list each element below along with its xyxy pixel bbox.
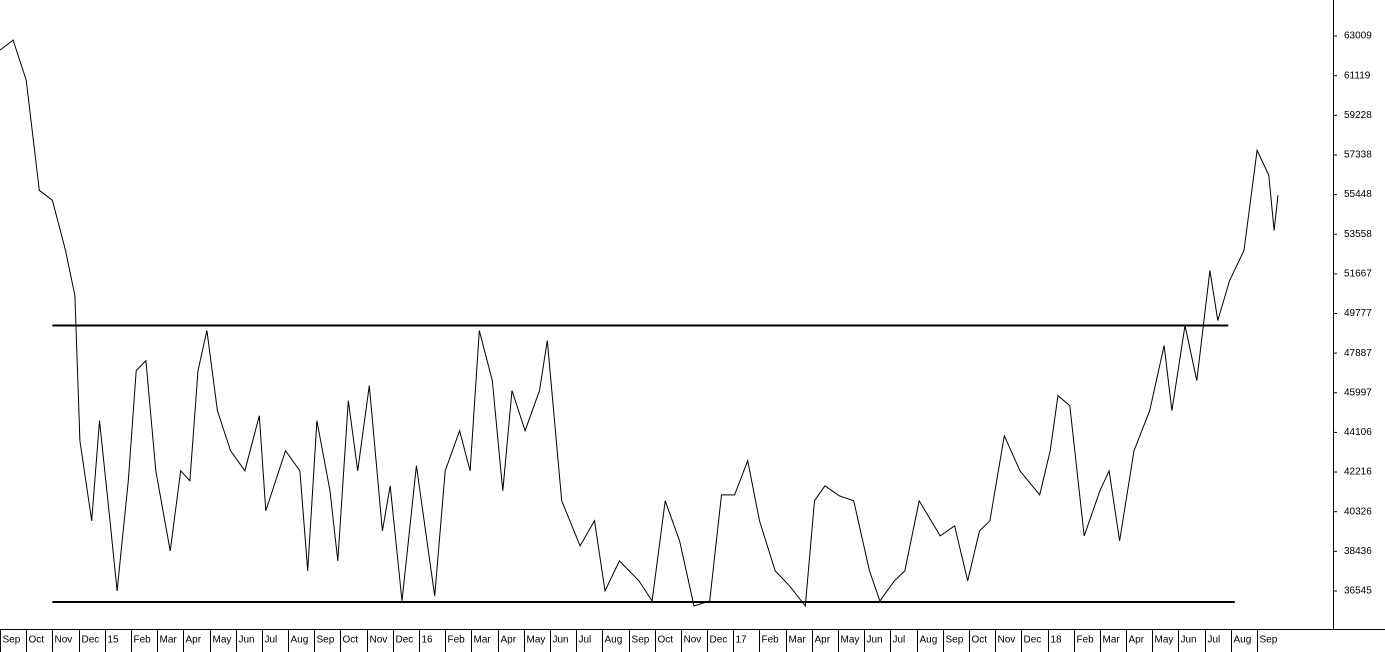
x-tick-label: Dec <box>396 635 414 646</box>
y-tick-label: 40326 <box>1344 506 1372 517</box>
y-tick-label: 51667 <box>1344 269 1372 280</box>
x-tick-label: Apr <box>815 635 831 646</box>
y-tick-label: 61119 <box>1344 70 1371 81</box>
y-tick-label: 49777 <box>1344 308 1372 319</box>
x-tick-label: Apr <box>501 635 517 646</box>
y-tick-label: 63009 <box>1344 31 1372 42</box>
y-tick-label: 59228 <box>1344 110 1372 121</box>
x-tick-label: Mar <box>1103 635 1121 646</box>
x-tick-label: May <box>841 635 860 646</box>
y-tick-label: 55448 <box>1344 189 1372 200</box>
x-tick-label: Aug <box>291 635 309 646</box>
x-tick-label: Apr <box>1129 635 1145 646</box>
x-tick-label: Sep <box>1260 635 1278 646</box>
x-tick-label: 17 <box>736 635 748 646</box>
x-tick-label: Jul <box>1208 635 1221 646</box>
y-tick-label: 45997 <box>1344 387 1372 398</box>
x-tick-label: Jul <box>893 635 906 646</box>
x-tick-label: Jun <box>867 635 883 646</box>
x-tick-label: Oct <box>658 635 674 646</box>
x-tick-label: Feb <box>448 635 466 646</box>
x-tick-label: Jul <box>265 635 278 646</box>
x-tick-label: Aug <box>605 635 623 646</box>
y-tick-label: 38436 <box>1344 546 1372 557</box>
y-tick-label: 42216 <box>1344 467 1372 478</box>
x-tick-label: Nov <box>55 635 73 646</box>
x-tick-label: Sep <box>317 635 335 646</box>
x-tick-label: Dec <box>1024 635 1042 646</box>
x-tick-label: Mar <box>474 635 492 646</box>
x-tick-label: Apr <box>186 635 202 646</box>
x-tick-label: Feb <box>1077 635 1095 646</box>
y-tick-label: 53558 <box>1344 229 1372 240</box>
y-tick-label: 44106 <box>1344 427 1372 438</box>
x-tick-label: 16 <box>422 635 434 646</box>
x-tick-label: Jun <box>239 635 255 646</box>
x-tick-label: Aug <box>920 635 938 646</box>
y-tick-label: 47887 <box>1344 348 1372 359</box>
x-tick-label: May <box>213 635 232 646</box>
x-tick-label: Oct <box>343 635 359 646</box>
x-tick-label: Nov <box>370 635 388 646</box>
x-tick-label: Oct <box>29 635 45 646</box>
x-tick-label: Dec <box>710 635 728 646</box>
x-tick-label: May <box>1155 635 1174 646</box>
x-tick-label: Sep <box>632 635 650 646</box>
x-tick-label: Feb <box>134 635 152 646</box>
y-tick-label: 57338 <box>1344 150 1372 161</box>
x-tick-label: Feb <box>762 635 780 646</box>
x-tick-label: Sep <box>3 635 21 646</box>
x-tick-label: May <box>527 635 546 646</box>
x-tick-label: Nov <box>684 635 702 646</box>
x-tick-label: Mar <box>160 635 178 646</box>
x-tick-label: 15 <box>108 635 120 646</box>
x-tick-label: Jul <box>579 635 592 646</box>
x-tick-label: Oct <box>972 635 988 646</box>
x-tick-label: Sep <box>946 635 964 646</box>
x-tick-label: Jun <box>553 635 569 646</box>
x-tick-label: Mar <box>789 635 807 646</box>
x-tick-label: Dec <box>82 635 100 646</box>
x-tick-label: Jun <box>1181 635 1197 646</box>
y-tick-label: 36545 <box>1344 586 1372 597</box>
price-line <box>0 39 1279 608</box>
x-tick-label: Nov <box>998 635 1016 646</box>
x-tick-label: Aug <box>1234 635 1252 646</box>
x-tick-label: 18 <box>1051 635 1063 646</box>
